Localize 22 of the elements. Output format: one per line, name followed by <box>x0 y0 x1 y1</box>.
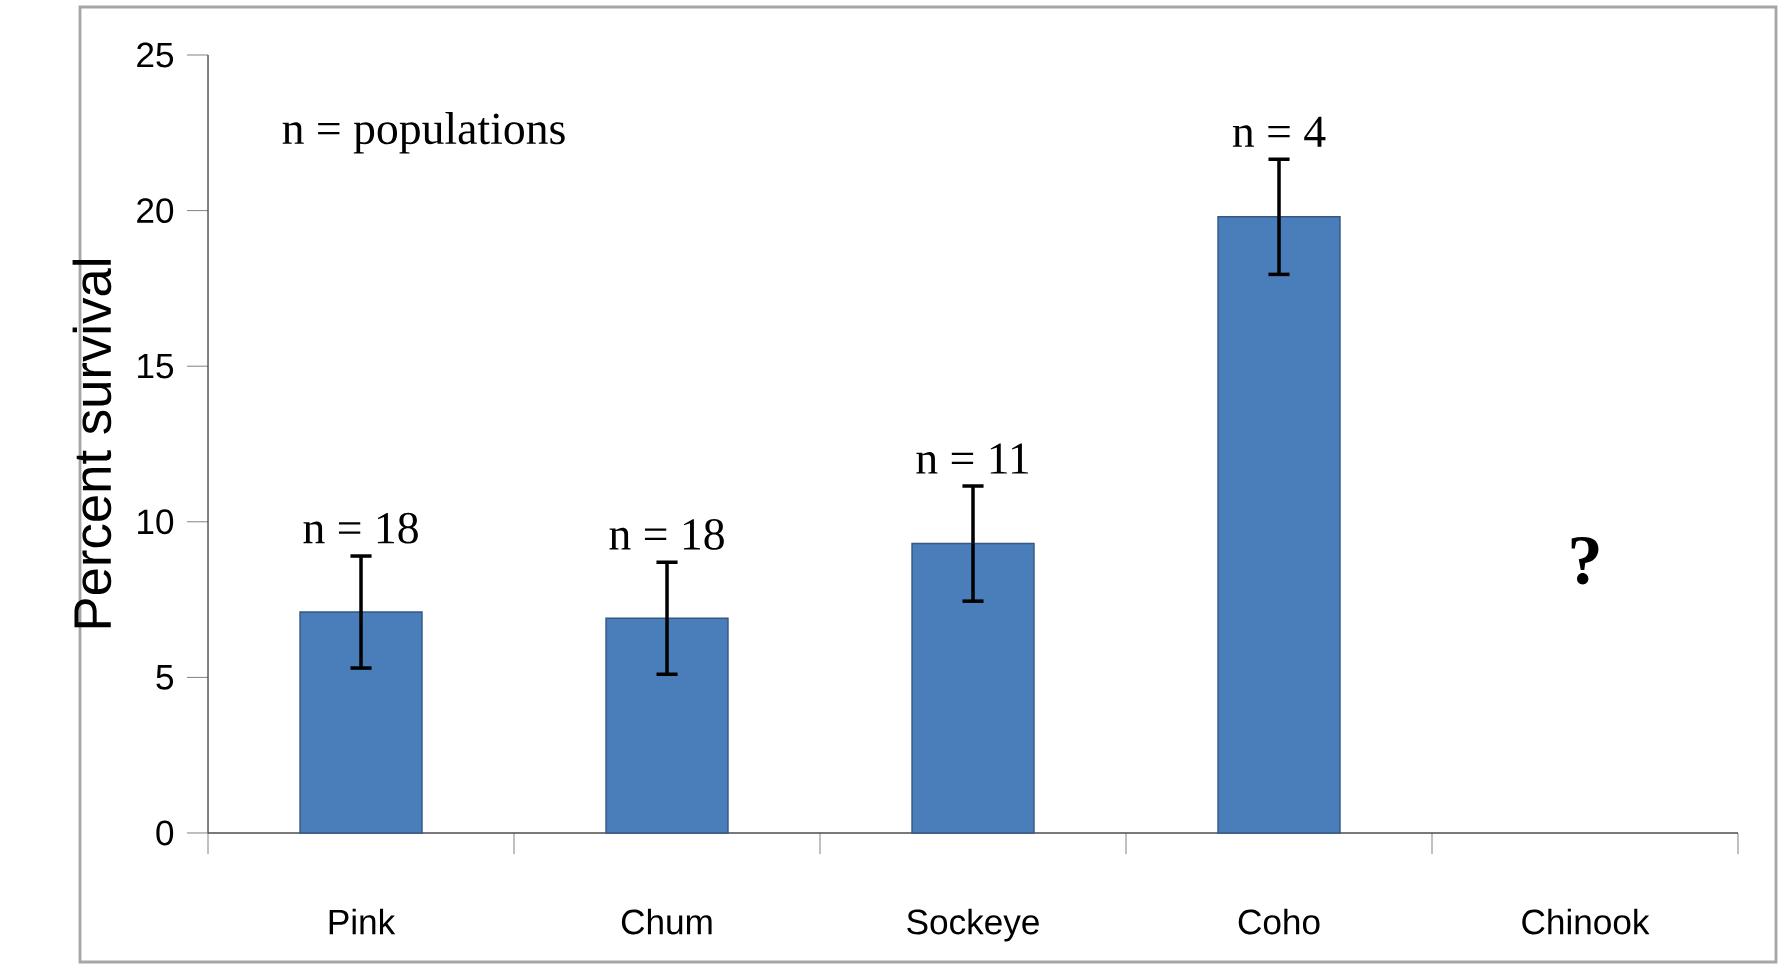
y-axis-title: Percent survival <box>72 260 112 628</box>
annotation: n = 11 <box>916 443 1029 474</box>
x-tick-label: Chum <box>621 908 712 935</box>
bar <box>911 542 1035 834</box>
y-tick-label: 0 <box>156 820 174 846</box>
annotation: n = populations <box>282 112 565 154</box>
y-tick-label: 25 <box>137 42 174 68</box>
annotation: ? <box>1571 536 1599 585</box>
y-tick-label: 20 <box>137 198 174 224</box>
bar <box>605 617 729 834</box>
y-tick-label: 5 <box>156 665 174 690</box>
annotation: n = 4 <box>1232 116 1326 147</box>
x-tick-label: Pink <box>329 908 396 935</box>
x-tick-label: Sockeye <box>907 908 1039 942</box>
x-tick-label: Chinook <box>1522 908 1650 935</box>
x-tick-label: Coho <box>1238 908 1320 935</box>
bar <box>1217 216 1341 834</box>
annotation: n = 18 <box>609 519 724 550</box>
y-tick-label: 15 <box>138 353 174 379</box>
bar <box>299 611 423 834</box>
annotation: n = 18 <box>303 512 418 544</box>
y-tick-label: 10 <box>138 509 174 535</box>
